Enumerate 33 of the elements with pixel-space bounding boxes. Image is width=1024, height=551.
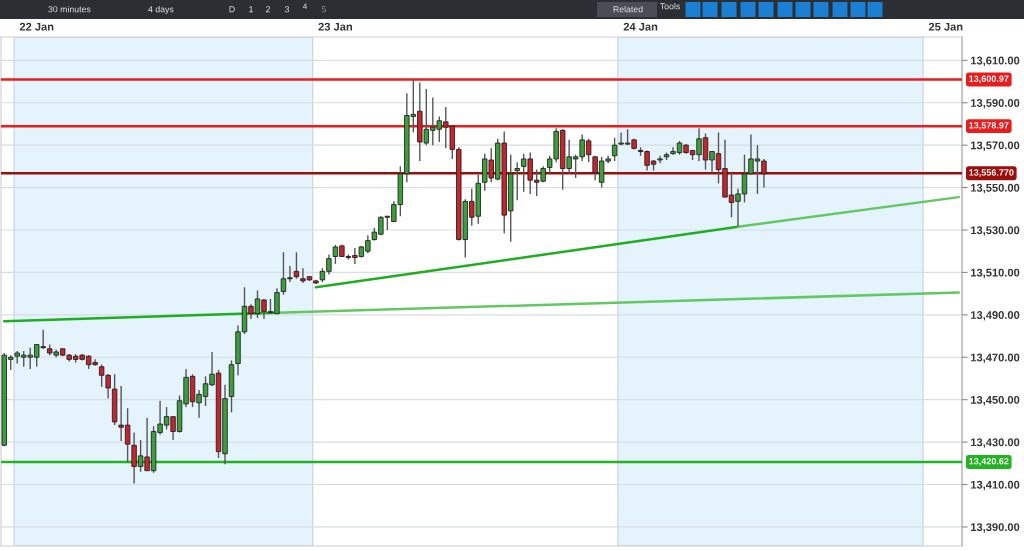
text: Tools	[659, 2, 680, 10]
x-tick-label: 22 Jan	[19, 22, 54, 31]
text: 30 minutes	[48, 5, 91, 13]
y-tick-label: 13,590.00	[971, 99, 1020, 109]
ref-line-label: 13,556.770	[969, 169, 1014, 177]
y-tick-label: 13,450.00	[971, 395, 1020, 406]
y-tick-label: 13,510.00	[971, 268, 1020, 279]
y-tick-label: 13,410.00	[971, 480, 1020, 491]
y-tick-label: 13,490.00	[971, 311, 1020, 321]
y-tick-label: 13,610.00	[971, 56, 1020, 67]
candlestick	[514, 161, 520, 201]
y-tick-label: 13,430.00	[971, 438, 1020, 448]
y-tick-label: 13,530.00	[971, 226, 1020, 236]
x-tick-label: 25 Jan	[928, 22, 963, 31]
text: D	[229, 6, 235, 13]
y-tick-label: 13,570.00	[971, 141, 1020, 151]
text: 5	[321, 6, 327, 13]
text: 2	[266, 6, 270, 13]
y-tick-label: 13,390.00	[971, 523, 1020, 533]
ref-line-label: 13,600.97	[969, 75, 1009, 84]
y-tick-label: 13,550.00	[971, 183, 1020, 194]
text: 3	[284, 6, 290, 13]
candlestick	[293, 251, 300, 280]
x-tick-label: 24 Jan	[623, 22, 658, 31]
text: 1	[249, 6, 254, 13]
ref-line-label: 13,420.62	[969, 458, 1009, 466]
text: Related	[613, 5, 643, 13]
ref-line-label: 13,578.97	[969, 122, 1009, 130]
y-tick-label: 13,470.00	[971, 353, 1020, 363]
x-tick-label: 23 Jan	[318, 22, 353, 31]
text: 4 days	[148, 5, 174, 15]
text: 4	[302, 3, 307, 10]
candlestick	[611, 137, 618, 162]
